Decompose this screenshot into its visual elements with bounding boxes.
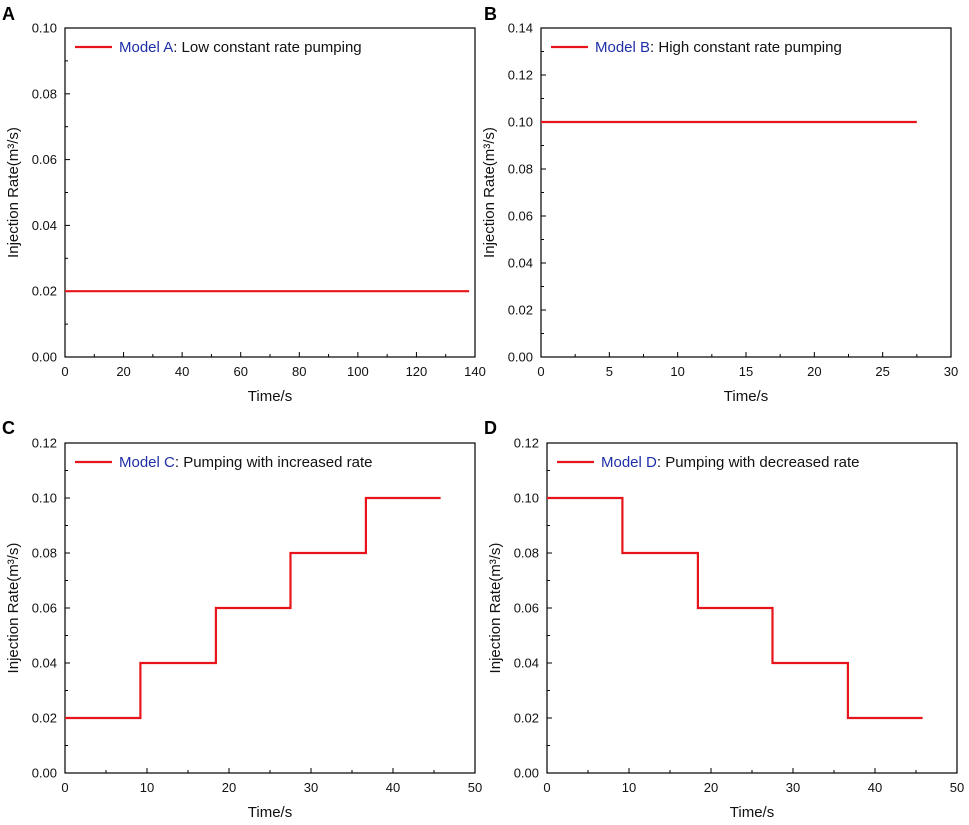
legend-model-name: Model D xyxy=(601,454,657,471)
x-tick-label: 100 xyxy=(347,364,369,379)
y-tick-label: 0.02 xyxy=(32,711,57,726)
x-tick-label: 30 xyxy=(304,780,318,795)
legend-label: Model B: High constant rate pumping xyxy=(595,39,842,56)
x-tick-label: 40 xyxy=(175,364,189,379)
y-tick-label: 0.08 xyxy=(32,86,57,101)
legend-model-name: Model B xyxy=(595,39,650,56)
panel-letter: C xyxy=(2,418,15,438)
y-axis-title: Injection Rate(m³/s) xyxy=(5,543,22,674)
legend: Model C: Pumping with increased rate xyxy=(75,454,372,471)
y-tick-label: 0.12 xyxy=(514,436,539,451)
legend-model-name: Model C xyxy=(119,454,175,471)
x-tick-label: 20 xyxy=(222,780,236,795)
plot-frame xyxy=(64,27,476,358)
y-axis-title: Injection Rate(m³/s) xyxy=(487,543,504,674)
y-tick-label: 0.00 xyxy=(32,350,57,365)
x-tick-label: 10 xyxy=(140,780,154,795)
x-tick-label: 0 xyxy=(543,780,550,795)
legend-description: : Pumping with increased rate xyxy=(175,454,373,471)
x-tick-label: 15 xyxy=(739,364,753,379)
x-tick-label: 50 xyxy=(950,780,964,795)
panel-letter: D xyxy=(484,418,497,438)
series-line-model-d xyxy=(547,496,923,720)
x-tick-label: 20 xyxy=(116,364,130,379)
x-tick-label: 30 xyxy=(944,364,958,379)
y-tick-label: 0.04 xyxy=(514,656,539,671)
y-tick-label: 0.06 xyxy=(508,209,533,224)
y-tick-label: 0.10 xyxy=(32,21,57,36)
y-tick-label: 0.10 xyxy=(514,491,539,506)
x-axis-title: Time/s xyxy=(730,804,774,821)
y-tick-label: 0.04 xyxy=(32,656,57,671)
x-tick-label: 140 xyxy=(464,364,486,379)
panel-a: A 0 20 40 60 80 100 120 140 0.00 0.02 0.04 0.06 0.08 0… xyxy=(2,4,486,405)
y-tick-label: 0.08 xyxy=(514,546,539,561)
y-tick-label: 0.12 xyxy=(32,436,57,451)
x-tick-label: 60 xyxy=(233,364,247,379)
y-tick-label: 0.06 xyxy=(514,601,539,616)
x-tick-label: 20 xyxy=(807,364,821,379)
panel-letter: A xyxy=(2,4,15,24)
y-tick-label: 0.02 xyxy=(32,284,57,299)
legend-description: : High constant rate pumping xyxy=(650,39,842,56)
y-tick-label: 0.00 xyxy=(514,766,539,781)
legend: Model A: Low constant rate pumping xyxy=(75,39,362,56)
x-tick-label: 0 xyxy=(61,780,68,795)
x-tick-label: 40 xyxy=(868,780,882,795)
y-tick-label: 0.00 xyxy=(32,766,57,781)
x-tick-label: 10 xyxy=(670,364,684,379)
y-axis-title: Injection Rate(m³/s) xyxy=(481,127,498,258)
series-line-model-c xyxy=(65,496,441,720)
legend-label: Model C: Pumping with increased rate xyxy=(119,454,372,471)
panel-c: C 0 10 20 30 40 50 0.00 0.02 0.04 0.06 0.08 0.10 0.12… xyxy=(2,418,482,821)
y-axis-title: Injection Rate(m³/s) xyxy=(5,127,22,258)
y-tick-label: 0.04 xyxy=(508,256,533,271)
x-tick-label: 0 xyxy=(61,364,68,379)
y-tick-label: 0.02 xyxy=(508,303,533,318)
x-tick-label: 120 xyxy=(406,364,428,379)
y-tick-label: 0.08 xyxy=(32,546,57,561)
x-axis-title: Time/s xyxy=(248,804,292,821)
legend-model-name: Model A xyxy=(119,39,173,56)
x-tick-label: 50 xyxy=(468,780,482,795)
y-tick-label: 0.12 xyxy=(508,68,533,83)
y-tick-label: 0.14 xyxy=(508,21,533,36)
y-tick-label: 0.10 xyxy=(508,115,533,130)
legend-description: : Pumping with decreased rate xyxy=(657,454,860,471)
y-tick-label: 0.10 xyxy=(32,491,57,506)
legend-description: : Low constant rate pumping xyxy=(173,39,361,56)
x-tick-label: 30 xyxy=(786,780,800,795)
y-tick-label: 0.06 xyxy=(32,152,57,167)
x-tick-label: 40 xyxy=(386,780,400,795)
legend: Model D: Pumping with decreased rate xyxy=(557,454,859,471)
x-axis-title: Time/s xyxy=(724,388,768,405)
legend: Model B: High constant rate pumping xyxy=(551,39,842,56)
x-axis-title: Time/s xyxy=(248,388,292,405)
x-tick-label: 0 xyxy=(537,364,544,379)
y-tick-label: 0.00 xyxy=(508,350,533,365)
x-tick-label: 5 xyxy=(606,364,613,379)
y-tick-label: 0.04 xyxy=(32,218,57,233)
plot-frame xyxy=(540,27,952,358)
x-tick-label: 25 xyxy=(875,364,889,379)
y-tick-label: 0.08 xyxy=(508,162,533,177)
legend-label: Model D: Pumping with decreased rate xyxy=(601,454,859,471)
x-tick-label: 80 xyxy=(292,364,306,379)
x-tick-label: 20 xyxy=(704,780,718,795)
y-tick-label: 0.02 xyxy=(514,711,539,726)
panel-d: D 0 10 20 30 40 50 0.00 0.02 0.04 0.06 0.08 0.10 0.12… xyxy=(484,418,964,821)
x-tick-label: 10 xyxy=(622,780,636,795)
panel-letter: B xyxy=(484,4,497,24)
panel-b: B 0 5 10 15 20 25 30 0.00 0.02 0.04 0.06 0.08 0.10 0.1… xyxy=(481,4,958,405)
legend-label: Model A: Low constant rate pumping xyxy=(119,39,362,56)
y-tick-label: 0.06 xyxy=(32,601,57,616)
